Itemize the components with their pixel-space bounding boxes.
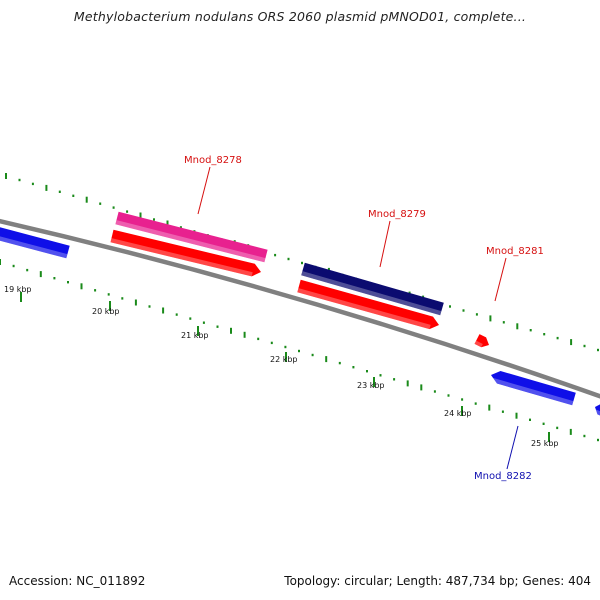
gc-skew-ticks-outer (5, 173, 599, 352)
gene-mnod-8282-body (491, 371, 576, 406)
gene-mnod-8278-highlight (115, 220, 266, 263)
gene-reverse-cds-right[interactable] (592, 403, 600, 416)
gene-mnod-8282[interactable] (489, 371, 576, 406)
callout-mnod-8279[interactable]: Mnod_8279 (368, 209, 426, 268)
accession-text: Accession: NC_011892 (9, 574, 146, 588)
gene-cds-forward-1[interactable] (110, 229, 262, 277)
kbp-label: 22 kbp (270, 355, 298, 364)
gene-callouts: Mnod_8278 Mnod_8279 Mnod_8281 Mnod_8282 (184, 155, 544, 482)
gene-cds-forward-2-body (297, 279, 439, 330)
gene-reverse-cds-right-highlight (592, 408, 600, 416)
plasmid-backbone (0, 218, 600, 399)
gene-cds-forward-1-highlight (110, 238, 253, 277)
kbp-label: 24 kbp (444, 409, 472, 418)
kbp-label: 21 kbp (181, 331, 209, 340)
callout-mnod-8278-label[interactable]: Mnod_8278 (184, 155, 242, 166)
kbp-label: 25 kbp (531, 439, 559, 448)
map-title: Methylobacterium nodulans ORS 2060 plasm… (73, 9, 527, 24)
callout-mnod-8278[interactable]: Mnod_8278 (184, 155, 242, 215)
gene-mnod-8278-body (115, 211, 268, 263)
gene-mnod-8278[interactable] (115, 211, 268, 263)
gene-cds-forward-2[interactable] (297, 279, 439, 330)
kbp-label: 19 kbp (4, 285, 32, 294)
gene-features (0, 211, 600, 416)
callout-mnod-8281-label[interactable]: Mnod_8281 (486, 246, 544, 257)
gene-cds-forward-1-body (110, 229, 261, 277)
gene-reverse-cds-right-body (595, 404, 600, 416)
kbp-label: 20 kbp (92, 307, 120, 316)
callout-mnod-8282-label[interactable]: Mnod_8282 (474, 471, 532, 482)
gene-mnod-8281-highlight (474, 340, 483, 348)
callout-mnod-8278-leader (197, 166, 211, 215)
callout-mnod-8281[interactable]: Mnod_8281 (486, 246, 544, 302)
gene-mnod-8281-body (474, 334, 489, 348)
gene-reverse-cds-left-highlight (0, 236, 68, 259)
gene-mnod-8279-body (301, 262, 444, 316)
gene-mnod-8279-highlight (301, 271, 442, 316)
callout-mnod-8279-label[interactable]: Mnod_8279 (368, 209, 426, 220)
gene-cds-forward-2-highlight (297, 288, 431, 330)
kbp-label: 23 kbp (357, 381, 385, 390)
kbp-scale: 19 kbp 20 kbp 21 kbp 22 kbp 23 kbp 24 kbp 25 k… (4, 285, 559, 448)
gene-mnod-8279[interactable] (301, 262, 444, 316)
gene-mnod-8281[interactable] (474, 334, 490, 348)
callout-mnod-8279-leader (379, 220, 391, 268)
sequence-info-text: Topology: circular; Length: 487,734 bp; … (284, 574, 591, 588)
gene-reverse-cds-left[interactable] (0, 227, 70, 259)
callout-mnod-8281-leader (494, 257, 507, 302)
callout-mnod-8282[interactable]: Mnod_8282 (474, 425, 532, 482)
gc-skew-ticks-inner (0, 259, 599, 442)
gene-mnod-8282-highlight (489, 377, 574, 406)
gene-reverse-cds-left-body (0, 227, 70, 259)
callout-mnod-8282-leader (506, 425, 519, 470)
